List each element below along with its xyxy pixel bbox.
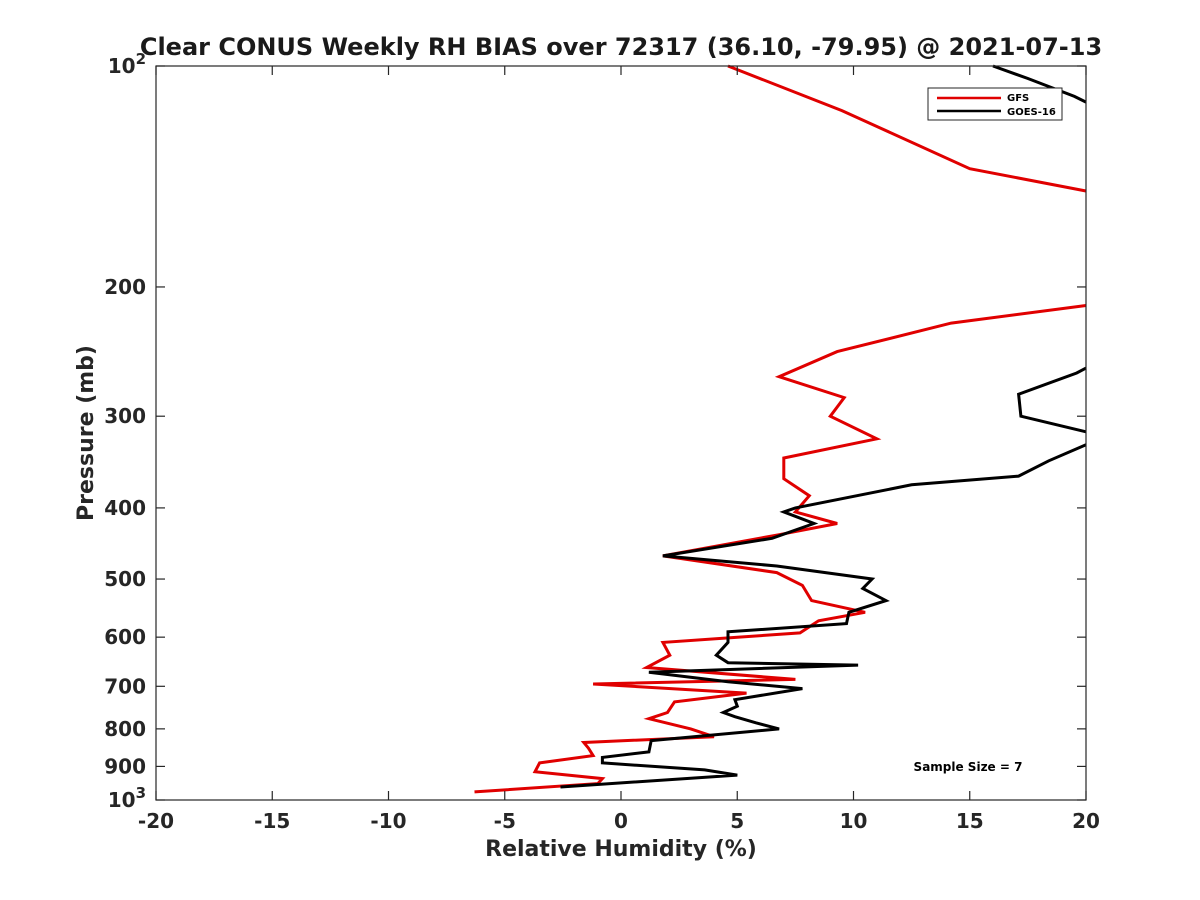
y-tick-label: 400	[104, 496, 146, 520]
y-tick-label: 500	[104, 567, 146, 591]
legend-box	[927, 87, 1063, 121]
x-axis-ticks: -20 -15 -10 -5 0 5 10 15 20	[138, 66, 1100, 833]
x-tick-label: 10	[840, 809, 868, 833]
series-line-goes-16	[560, 64, 1087, 789]
y-tick-label: 800	[104, 717, 146, 741]
x-axis-label: Relative Humidity (%)	[485, 837, 757, 862]
x-tick-label: -20	[138, 809, 174, 833]
sample-size-annotation: Sample Size = 7	[914, 760, 1023, 774]
x-tick-label: -5	[494, 809, 516, 833]
y-tick-label: 600	[104, 625, 146, 649]
x-tick-label: 0	[614, 809, 628, 833]
y-tick-label: 700	[104, 674, 146, 698]
series-line-gfs	[474, 64, 1087, 794]
legend-label-gfs: GFS	[1007, 93, 1029, 104]
plot-lines	[474, 64, 1087, 794]
y-tick-label: 200	[104, 275, 146, 299]
x-tick-label: -10	[370, 809, 406, 833]
x-tick-label: 5	[730, 809, 744, 833]
y-tick-label: 900	[104, 754, 146, 778]
y-axis-ticks: 102 200 300 400 500 600 700 800 900 103	[104, 50, 1086, 812]
x-tick-label: -15	[254, 809, 290, 833]
y-tick-label: 102	[108, 50, 146, 78]
legend: GFS GOES-16	[927, 87, 1063, 121]
x-tick-label: 20	[1072, 809, 1100, 833]
chart-title: Clear CONUS Weekly RH BIAS over 72317 (3…	[140, 33, 1102, 61]
plot-axes-frame	[155, 65, 1087, 801]
x-tick-label: 15	[956, 809, 984, 833]
y-tick-label: 103	[108, 784, 146, 812]
y-tick-label: 300	[104, 404, 146, 428]
legend-label-goes16: GOES-16	[1007, 107, 1056, 118]
y-axis-label: Pressure (mb)	[74, 345, 99, 521]
